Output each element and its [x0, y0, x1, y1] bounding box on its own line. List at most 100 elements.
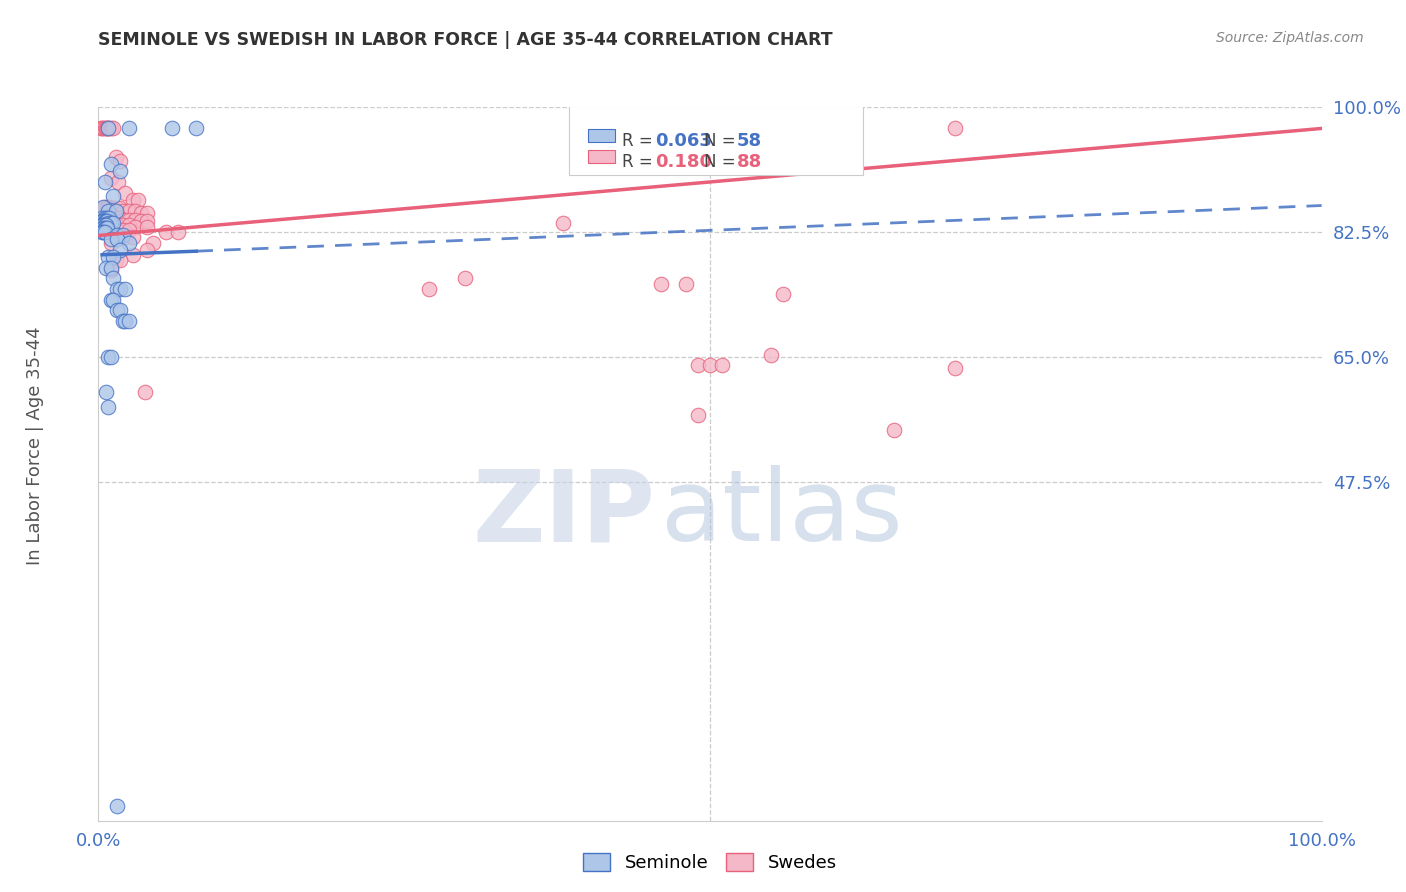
- Point: [118, 314, 141, 328]
- Point: [105, 282, 128, 296]
- Point: [97, 203, 120, 218]
- Point: [943, 360, 966, 375]
- Point: [943, 121, 966, 136]
- Point: [418, 282, 440, 296]
- Point: [124, 203, 146, 218]
- Text: 0.063: 0.063: [655, 132, 711, 150]
- Point: [105, 303, 128, 318]
- Point: [93, 218, 115, 232]
- Point: [686, 409, 709, 423]
- Point: [111, 218, 134, 232]
- Point: [100, 218, 122, 232]
- Point: [114, 186, 136, 200]
- Point: [129, 214, 152, 228]
- Point: [110, 211, 132, 225]
- Point: [100, 260, 122, 275]
- Point: [104, 150, 127, 164]
- Point: [96, 200, 118, 214]
- Point: [97, 216, 120, 230]
- Point: [105, 228, 128, 243]
- Point: [111, 228, 134, 243]
- Point: [114, 282, 136, 296]
- Point: [136, 214, 159, 228]
- Point: [129, 205, 152, 219]
- Text: N =: N =: [704, 153, 735, 171]
- Point: [97, 209, 120, 223]
- Point: [96, 214, 118, 228]
- Point: [105, 223, 128, 237]
- Point: [118, 212, 141, 227]
- Point: [93, 175, 115, 189]
- Point: [118, 235, 141, 250]
- Point: [100, 216, 122, 230]
- Point: [91, 209, 114, 223]
- Point: [136, 219, 159, 234]
- Point: [91, 225, 114, 239]
- Point: [105, 218, 128, 232]
- Point: [101, 189, 124, 203]
- Point: [93, 221, 115, 235]
- Point: [454, 271, 477, 285]
- Text: 88: 88: [737, 153, 762, 171]
- Point: [98, 211, 121, 225]
- Point: [186, 121, 208, 136]
- Point: [111, 212, 134, 227]
- Point: [100, 350, 122, 364]
- Point: [118, 218, 141, 232]
- Point: [101, 250, 124, 264]
- Point: [111, 203, 134, 218]
- Point: [118, 121, 141, 136]
- Point: [91, 200, 114, 214]
- Point: [105, 211, 128, 225]
- Point: [160, 121, 183, 136]
- Point: [136, 205, 159, 219]
- Point: [134, 385, 156, 400]
- Point: [93, 200, 115, 214]
- Point: [110, 243, 132, 257]
- Text: Source: ZipAtlas.com: Source: ZipAtlas.com: [1216, 31, 1364, 45]
- Point: [91, 214, 114, 228]
- Point: [155, 225, 177, 239]
- Text: ZIP: ZIP: [472, 466, 655, 562]
- Point: [101, 121, 124, 136]
- Point: [761, 348, 783, 362]
- Point: [121, 193, 143, 207]
- Point: [96, 211, 118, 225]
- Point: [98, 200, 121, 214]
- Point: [100, 209, 122, 223]
- Point: [97, 121, 120, 136]
- Point: [94, 121, 117, 136]
- Point: [96, 221, 118, 235]
- Point: [121, 248, 143, 262]
- Text: 58: 58: [737, 132, 762, 150]
- Point: [93, 214, 115, 228]
- Point: [114, 314, 136, 328]
- Point: [136, 243, 159, 257]
- Point: [100, 171, 122, 186]
- Point: [118, 223, 141, 237]
- Point: [101, 216, 124, 230]
- Point: [91, 214, 114, 228]
- Bar: [588, 129, 614, 142]
- Point: [91, 221, 114, 235]
- Point: [94, 214, 117, 228]
- Point: [650, 277, 672, 291]
- Point: [94, 209, 117, 223]
- Point: [686, 359, 709, 373]
- Point: [127, 193, 149, 207]
- Point: [93, 225, 115, 239]
- Point: [93, 121, 115, 136]
- Point: [107, 175, 129, 189]
- Point: [101, 202, 124, 216]
- Point: [90, 121, 112, 136]
- Point: [167, 225, 190, 239]
- Legend: Seminole, Swedes: Seminole, Swedes: [576, 846, 844, 880]
- Point: [553, 216, 575, 230]
- Bar: [588, 150, 614, 162]
- Text: N =: N =: [704, 132, 735, 150]
- Point: [121, 230, 143, 244]
- Point: [124, 219, 146, 234]
- Point: [101, 271, 124, 285]
- Point: [100, 262, 122, 277]
- Point: [105, 799, 128, 814]
